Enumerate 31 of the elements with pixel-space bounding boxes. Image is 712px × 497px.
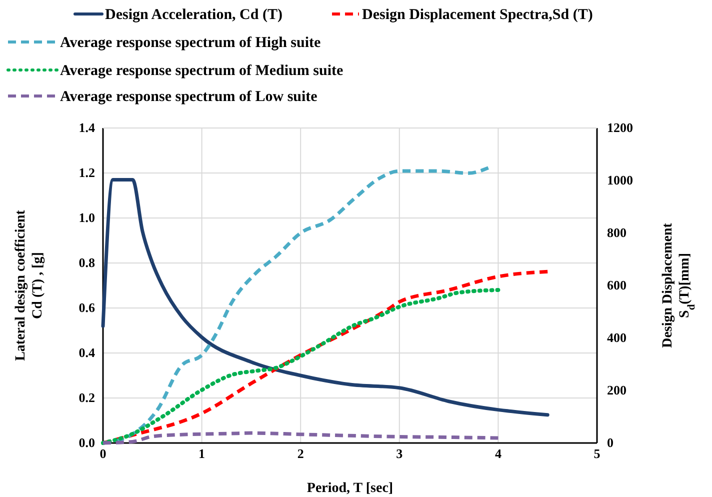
line-series [101,431,500,445]
x-tick-label: 3 [396,446,404,462]
y-tick-label: 1.4 [78,120,96,136]
y2-tick-label: 600 [607,278,626,293]
x-tick-label: 5 [594,446,601,462]
y-tick-label: 0.0 [78,435,95,450]
legend-label: Average response spectrum of High suite [60,35,322,51]
x-tick-label: 1 [198,446,206,462]
line-series [101,288,500,445]
y2-tick-label: 400 [607,330,626,346]
y-tick-label: 0.4 [78,345,96,360]
legend-label: Average response spectrum of Low suite [60,89,318,105]
y2-tick-label: 0 [607,435,614,450]
y-tick-label: 0.8 [78,255,96,270]
y2-tick-label: 200 [607,382,626,398]
y-tick-label: 1.2 [78,165,95,180]
x-axis-title: Period, T [sec] [306,481,394,496]
x-tick-label: 0 [100,446,106,462]
legend-label: Design Displacement Spectra,Sd (T) [362,7,593,23]
y-tick-label: 1.0 [78,210,95,226]
line-series [101,178,550,417]
y2-tick-label: 1000 [607,172,633,188]
y-axis-title: Lateral design coefficient Cd (T) , [g] [14,210,46,361]
y2-tick-label: 1200 [607,120,633,136]
x-tick-label: 2 [297,446,304,462]
x-tick-label: 4 [494,446,502,462]
y-tick-label: 0.6 [78,300,96,316]
legend-label: Design Acceleration, Cd (T) [105,7,282,23]
y2-tick-label: 800 [607,225,626,240]
y-tick-label: 0.2 [78,390,95,406]
legend-label: Average response spectrum of Medium suite [60,63,344,79]
